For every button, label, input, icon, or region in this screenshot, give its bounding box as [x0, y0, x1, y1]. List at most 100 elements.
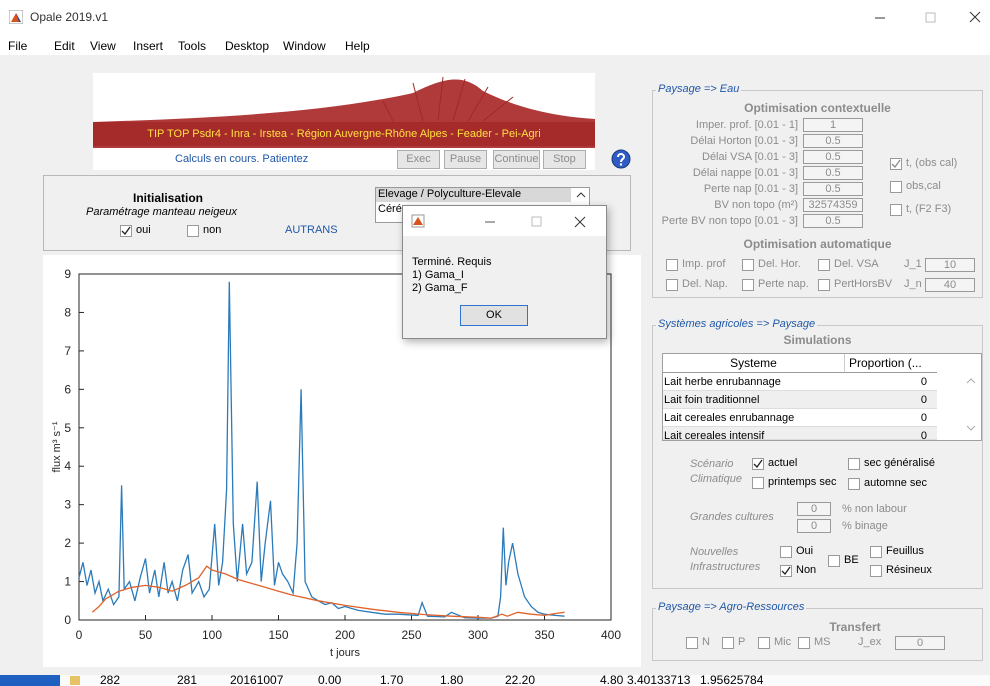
field-input[interactable]: 0.5	[803, 166, 863, 180]
app-icon	[9, 10, 23, 24]
menu-item[interactable]: Tools	[178, 39, 206, 53]
field-input[interactable]: 0.5	[803, 134, 863, 148]
window-title: Opale 2019.v1	[30, 10, 108, 24]
help-icon-part	[620, 163, 622, 165]
dialog-ok[interactable]: OK	[460, 305, 528, 326]
checkbox[interactable]	[818, 259, 830, 271]
field-input[interactable]: 1	[803, 118, 863, 132]
button[interactable]: Pause	[444, 150, 487, 169]
x-tick-label: 50	[139, 628, 153, 642]
checkbox-label[interactable]: t, (obs cal)	[906, 157, 957, 169]
x-tick-label: 0	[76, 628, 83, 642]
checkbox-label[interactable]: Feuillus	[886, 545, 924, 557]
menu-item[interactable]: Insert	[133, 39, 163, 53]
field-input[interactable]: 0.5	[803, 150, 863, 164]
menu-item[interactable]: Help	[345, 39, 370, 53]
field-label: Délai VSA [0.01 - 3]	[655, 151, 798, 163]
menu-item[interactable]: View	[90, 39, 116, 53]
checkbox[interactable]	[798, 637, 810, 649]
y-tick-label: 1	[64, 575, 71, 589]
field-label: Imper. prof. [0.01 - 1]	[655, 119, 798, 131]
checkbox[interactable]	[780, 565, 792, 577]
table-cell: Lait foin traditionnel	[663, 391, 845, 409]
param-input[interactable]: 40	[925, 278, 975, 292]
menu-item[interactable]: Edit	[54, 39, 75, 53]
table-cell: 0	[845, 409, 937, 427]
menu-item[interactable]: File	[8, 39, 27, 53]
checkbox-label[interactable]: Del. Hor.	[758, 258, 801, 270]
checkbox-label[interactable]: automne sec	[864, 477, 927, 489]
list-item[interactable]: Elevage / Polyculture-Elevale	[376, 188, 571, 202]
checkbox[interactable]	[780, 546, 792, 558]
checkbox[interactable]	[890, 181, 902, 193]
checkbox[interactable]	[870, 546, 882, 558]
checkbox-label[interactable]: actuel	[768, 457, 797, 469]
checkbox-label[interactable]: Del. VSA	[834, 258, 879, 270]
checkbox[interactable]	[187, 225, 199, 237]
checkbox[interactable]	[742, 259, 754, 271]
field-label: Perte nap [0.01 - 3]	[655, 183, 798, 195]
x-tick-label: 250	[401, 628, 421, 642]
checkbox[interactable]	[818, 279, 830, 291]
checkbox-label[interactable]: MS	[814, 636, 831, 648]
field-input[interactable]: 32574359	[803, 198, 863, 212]
field-input[interactable]: 0	[797, 502, 831, 516]
dialog-text: 1) Gama_I	[412, 269, 464, 281]
checkbox[interactable]	[666, 259, 678, 271]
checkbox-label[interactable]: Del. Nap.	[682, 278, 728, 290]
checkbox[interactable]	[848, 478, 860, 490]
checkbox[interactable]	[890, 204, 902, 216]
field-input[interactable]: 0.5	[803, 182, 863, 196]
agro-group	[652, 608, 983, 661]
checkbox-label[interactable]: PertHorsBV	[834, 278, 892, 290]
checkbox[interactable]	[666, 279, 678, 291]
row-value: 3.40133713	[627, 673, 690, 686]
checkbox-label[interactable]: obs,cal	[906, 180, 941, 192]
row-value: 20161007	[230, 673, 283, 686]
y-tick-label: 9	[64, 267, 71, 281]
checkbox-label[interactable]: N	[702, 636, 710, 648]
checkbox-label[interactable]: non	[203, 224, 221, 236]
menu-item[interactable]: Desktop	[225, 39, 269, 53]
y-tick-label: 6	[64, 382, 71, 396]
checkbox[interactable]	[870, 565, 882, 577]
checkbox-label[interactable]: P	[738, 636, 745, 648]
checkbox[interactable]	[890, 158, 902, 170]
checkbox[interactable]	[722, 637, 734, 649]
checkbox-label[interactable]: Imp. prof	[682, 258, 725, 270]
table-header: Systeme	[663, 354, 845, 373]
checkbox[interactable]	[752, 458, 764, 470]
checkbox-label[interactable]: Non	[796, 564, 816, 576]
checkbox-label[interactable]: sec généralisé	[864, 457, 935, 469]
checkbox-label[interactable]: Oui	[796, 545, 813, 557]
y-tick-label: 5	[64, 421, 71, 435]
param-input[interactable]: 10	[925, 258, 975, 272]
row-value: 1.70	[380, 673, 403, 686]
checkbox-label[interactable]: Résineux	[886, 564, 932, 576]
field-input[interactable]: 0	[797, 519, 831, 533]
checkbox[interactable]	[758, 637, 770, 649]
button[interactable]: Continue	[493, 150, 540, 169]
window-controls	[870, 10, 985, 26]
checkbox-label[interactable]: oui	[136, 224, 151, 236]
field-input[interactable]: 0.5	[803, 214, 863, 228]
param-input[interactable]: 0	[895, 636, 945, 650]
check-mark	[753, 459, 763, 469]
checkbox-label[interactable]: Mic	[774, 636, 791, 648]
checkbox[interactable]	[848, 458, 860, 470]
checkbox[interactable]	[742, 279, 754, 291]
checkbox-label[interactable]: BE	[844, 554, 859, 566]
status-text: Calculs en cours. Patientez	[175, 153, 308, 165]
button[interactable]: Stop	[543, 150, 586, 169]
checkbox-label[interactable]: t, (F2 F3)	[906, 203, 951, 215]
button[interactable]: Exec	[397, 150, 440, 169]
table-header: Proportion (...	[845, 354, 937, 373]
checkbox-label[interactable]: printemps sec	[768, 476, 836, 488]
row-marker	[70, 676, 80, 685]
checkbox[interactable]	[686, 637, 698, 649]
checkbox[interactable]	[752, 477, 764, 489]
checkbox[interactable]	[828, 555, 840, 567]
menu-item[interactable]: Window	[283, 39, 326, 53]
checkbox-label[interactable]: Perte nap.	[758, 278, 809, 290]
checkbox[interactable]	[120, 225, 132, 237]
